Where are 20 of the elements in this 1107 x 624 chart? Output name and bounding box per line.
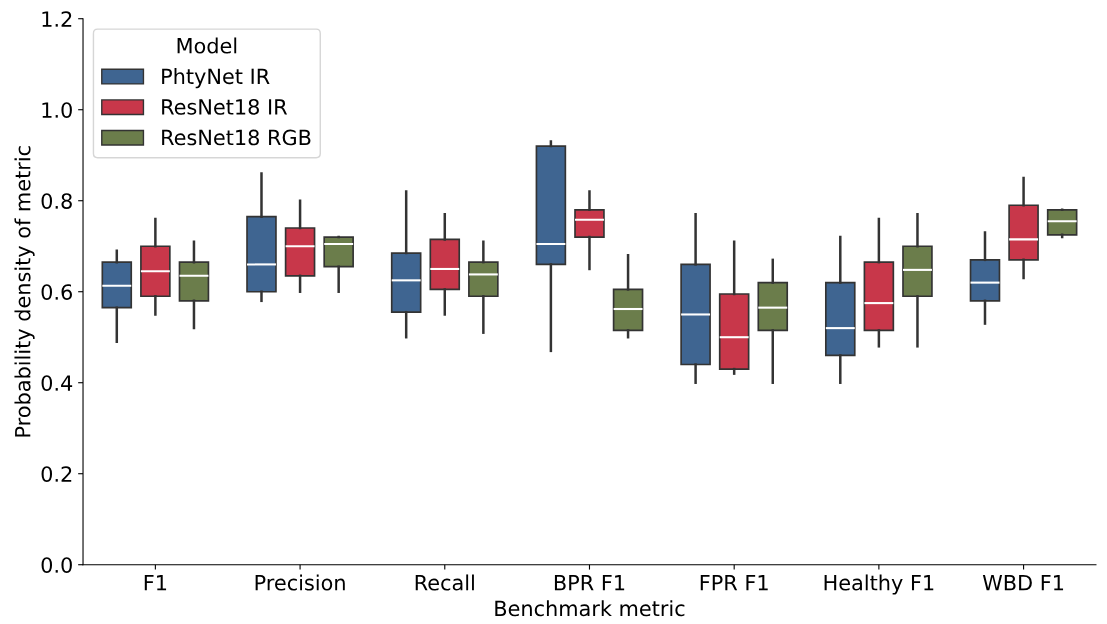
y-tick-label: 0.2 (41, 466, 72, 482)
x-tick-label: WBD F1 (982, 575, 1064, 591)
y-tick-label: 0.0 (41, 557, 72, 573)
y-tick-label: 1.2 (42, 11, 72, 27)
x-tick-label: Recall (415, 574, 474, 591)
x-tick-label: FPR F1 (700, 575, 768, 591)
y-tick-label: 0.6 (41, 284, 72, 300)
y-tick-label: 0.8 (41, 193, 72, 209)
x-tick-label: F1 (144, 575, 167, 591)
x-axis-title: Benchmark metric (495, 600, 685, 617)
y-tick-label: 1.0 (42, 102, 72, 118)
legend-label: PhtyNet IR (162, 68, 270, 89)
y-tick-label: 0.4 (41, 375, 73, 391)
legend-label: ResNet18 RGB (162, 129, 311, 146)
x-tick-label: Precision (255, 574, 345, 591)
legend-label: ResNet18 IR (162, 99, 288, 115)
x-tick-label: BPR F1 (554, 575, 625, 591)
y-axis-title: Probability density of metric (14, 146, 35, 437)
x-tick-label: Healthy F1 (824, 574, 934, 595)
legend-title: Model (177, 37, 237, 54)
